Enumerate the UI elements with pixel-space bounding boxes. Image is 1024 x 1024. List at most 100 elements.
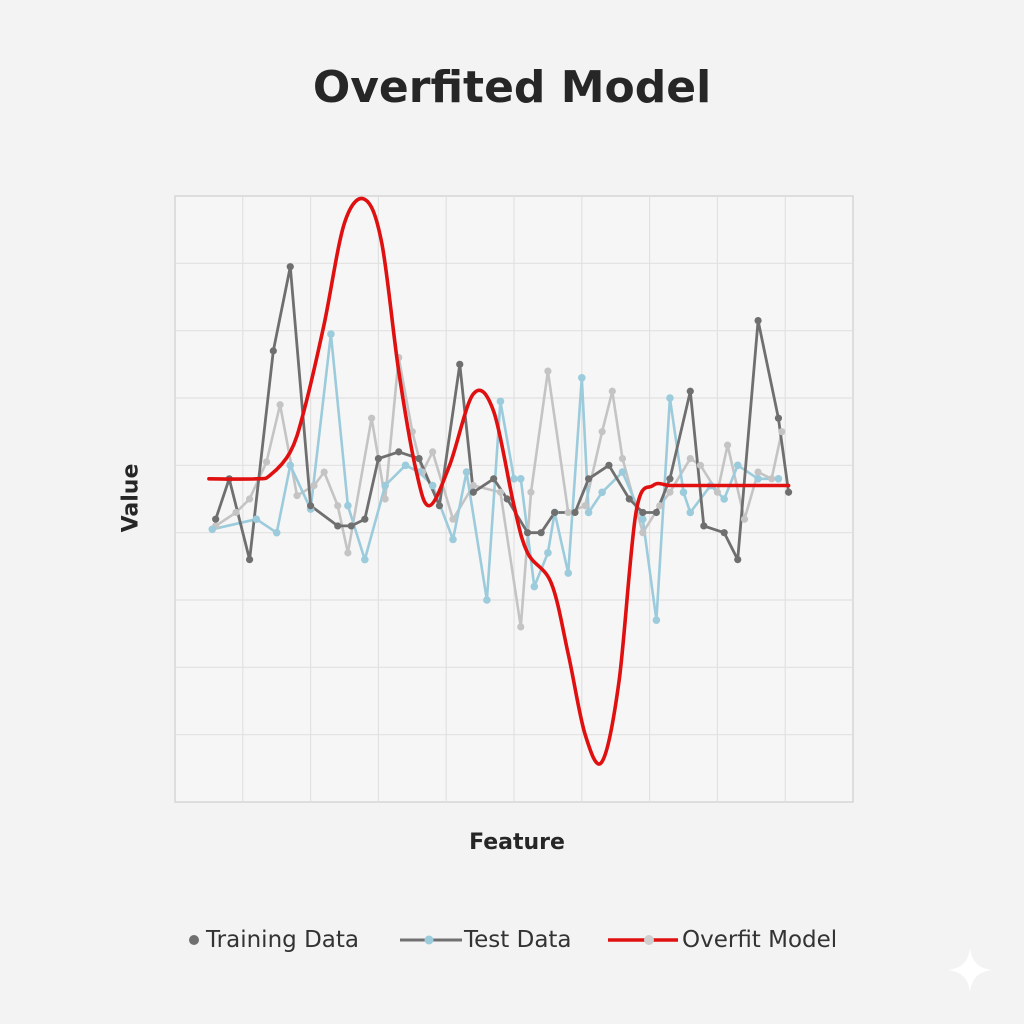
extra-point bbox=[754, 468, 762, 476]
training-point bbox=[245, 556, 254, 564]
training-point bbox=[503, 495, 511, 503]
training-point bbox=[686, 387, 694, 395]
test-point bbox=[510, 475, 518, 483]
training-point bbox=[347, 522, 355, 530]
training-point bbox=[774, 414, 783, 422]
extra-point bbox=[429, 448, 437, 456]
legend-marker-test bbox=[400, 935, 462, 945]
extra-point bbox=[666, 488, 674, 496]
test-point bbox=[516, 475, 525, 483]
test-point bbox=[496, 397, 505, 406]
test-point bbox=[564, 569, 573, 577]
test-point bbox=[530, 582, 539, 591]
extra-point bbox=[262, 458, 271, 466]
test-point bbox=[578, 374, 586, 382]
extra-point bbox=[344, 549, 352, 557]
extra-point bbox=[544, 367, 552, 375]
test-point bbox=[462, 468, 471, 476]
test-point bbox=[639, 515, 647, 523]
extra-point bbox=[740, 515, 749, 523]
training-point bbox=[334, 522, 342, 530]
training-point bbox=[286, 263, 294, 271]
extra-point bbox=[334, 502, 342, 510]
extra-point bbox=[310, 481, 318, 490]
legend-marker-overfit bbox=[608, 935, 678, 945]
test-point bbox=[584, 508, 593, 517]
test-point bbox=[754, 475, 762, 483]
test-point bbox=[652, 616, 661, 624]
training-point bbox=[734, 556, 742, 564]
test-point bbox=[344, 501, 352, 510]
extra-point bbox=[449, 515, 457, 523]
training-point bbox=[605, 461, 613, 469]
chart-title: Overfited Model bbox=[312, 62, 712, 113]
legend-marker-training bbox=[189, 935, 199, 945]
legend-item-training[interactable]: Training Data bbox=[184, 920, 359, 960]
test-point bbox=[449, 535, 457, 544]
training-point bbox=[784, 488, 793, 496]
training-point bbox=[571, 508, 579, 517]
training-point bbox=[551, 508, 559, 517]
training-point bbox=[435, 502, 444, 510]
test-point bbox=[252, 515, 261, 523]
extra-point bbox=[713, 488, 722, 496]
legend-item-overfit[interactable]: Overfit Model bbox=[606, 920, 837, 960]
legend-label-test: Test Data bbox=[464, 927, 572, 953]
extra-point bbox=[496, 488, 505, 496]
training-point bbox=[754, 316, 762, 325]
legend-label-training: Training Data bbox=[206, 927, 359, 953]
extra-point bbox=[320, 468, 328, 476]
training-point bbox=[395, 448, 403, 456]
training-point bbox=[415, 455, 423, 463]
extra-point bbox=[381, 495, 389, 503]
extra-point bbox=[778, 428, 786, 436]
extra-point bbox=[639, 529, 647, 537]
extra-point bbox=[598, 428, 606, 436]
extra-point bbox=[527, 488, 535, 496]
training-point bbox=[625, 495, 633, 503]
test-point bbox=[544, 549, 552, 557]
sparkle-icon bbox=[948, 948, 992, 992]
test-point bbox=[483, 596, 491, 604]
test-point bbox=[733, 461, 742, 470]
test-point bbox=[381, 481, 389, 490]
training-point bbox=[652, 508, 660, 517]
training-point bbox=[720, 529, 728, 537]
extra-point bbox=[618, 455, 627, 463]
extra-point bbox=[581, 502, 589, 510]
extra-point bbox=[723, 441, 732, 449]
training-point bbox=[639, 508, 647, 517]
extra-point bbox=[608, 387, 616, 395]
training-point bbox=[523, 529, 532, 537]
extra-point bbox=[293, 492, 301, 500]
training-point bbox=[307, 502, 315, 510]
training-point bbox=[469, 488, 477, 496]
legend-label-overfit: Overfit Model bbox=[682, 927, 838, 953]
test-point bbox=[598, 488, 606, 497]
training-point bbox=[666, 475, 674, 483]
extra-point bbox=[768, 475, 776, 483]
extra-point bbox=[232, 508, 240, 517]
training-point bbox=[490, 475, 498, 483]
extra-point bbox=[368, 414, 376, 422]
test-point bbox=[679, 488, 688, 497]
test-point bbox=[428, 481, 437, 490]
training-point bbox=[584, 475, 593, 483]
legend-item-test[interactable]: Test Data bbox=[398, 920, 572, 960]
test-point bbox=[666, 394, 674, 402]
extra-point bbox=[469, 481, 477, 490]
test-point bbox=[686, 508, 695, 517]
extra-point bbox=[564, 508, 572, 517]
training-point bbox=[700, 522, 708, 530]
test-point bbox=[618, 468, 627, 476]
x-axis-label: Feature bbox=[469, 830, 565, 855]
training-point bbox=[269, 347, 277, 355]
test-point bbox=[720, 495, 728, 503]
extra-point bbox=[245, 495, 254, 503]
extra-point bbox=[686, 455, 694, 463]
extra-point bbox=[656, 502, 664, 510]
training-point bbox=[537, 529, 545, 537]
test-point bbox=[208, 525, 217, 534]
training-point bbox=[361, 515, 369, 523]
